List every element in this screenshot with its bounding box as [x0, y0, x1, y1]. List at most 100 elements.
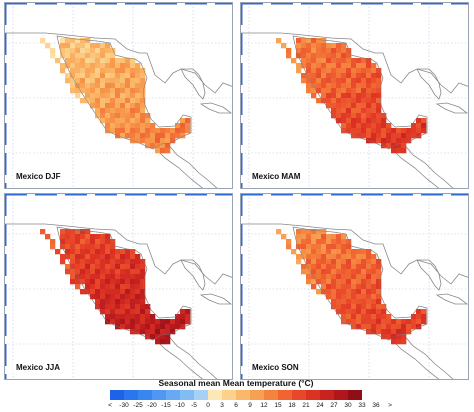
temperature-cell: [346, 314, 352, 320]
temperature-cell: [421, 123, 427, 129]
temperature-cell: [105, 48, 111, 54]
temperature-cell: [70, 38, 76, 44]
temperature-cell: [301, 229, 307, 235]
temperature-cell: [115, 284, 121, 290]
temperature-cell: [386, 123, 392, 129]
temperature-cell: [316, 289, 322, 295]
temperature-cell: [346, 63, 352, 69]
temperature-cell: [140, 128, 146, 134]
temperature-cell: [361, 254, 367, 260]
temperature-cell: [70, 279, 76, 285]
temperature-cell: [110, 103, 116, 109]
temperature-cell: [351, 83, 357, 89]
temperature-cell: [115, 118, 121, 124]
temperature-cell: [80, 53, 86, 59]
temperature-cell: [326, 274, 332, 280]
temperature-cell: [361, 103, 367, 109]
temperature-cell: [306, 88, 312, 94]
temperature-cell: [110, 269, 116, 275]
temperature-cell: [366, 133, 372, 139]
us-coastline: [241, 32, 468, 94]
colorbar-swatch: [278, 390, 292, 400]
temperature-cell: [125, 93, 131, 99]
temperature-cell: [135, 123, 141, 129]
temperature-cell: [135, 128, 141, 134]
temperature-cell: [80, 83, 86, 89]
temperature-cell: [306, 58, 312, 64]
temperature-cell: [356, 78, 362, 84]
temperature-cell: [361, 289, 367, 295]
temperature-cell: [85, 48, 91, 54]
temperature-cell: [105, 83, 111, 89]
temperature-cell: [331, 98, 337, 104]
temperature-cell: [401, 148, 407, 154]
panel-label-son: Mexico SON: [249, 362, 302, 373]
florida-outline: [180, 68, 206, 100]
temperature-cell: [356, 289, 362, 295]
temperature-cell: [105, 244, 111, 250]
temperature-cell: [115, 274, 121, 280]
temperature-cell: [110, 249, 116, 255]
temperature-cell: [70, 58, 76, 64]
colorbar-tick-label: >: [388, 402, 392, 409]
temperature-cell: [381, 123, 387, 129]
temperature-cell: [125, 103, 131, 109]
temperature-cell: [366, 118, 372, 124]
temperature-cell: [180, 118, 186, 124]
panel-label-jja: Mexico JJA: [13, 362, 64, 373]
temperature-cell: [376, 299, 382, 305]
temperature-cell: [60, 63, 66, 69]
temperature-cell: [356, 304, 362, 310]
temperature-cell: [346, 98, 352, 104]
temperature-cell: [361, 78, 367, 84]
temperature-cell: [371, 314, 377, 320]
temperature-cell: [351, 314, 357, 320]
temperature-cell: [120, 254, 126, 260]
temperature-cell: [331, 48, 337, 54]
temperature-cell: [336, 78, 342, 84]
temperature-cell: [40, 229, 46, 235]
temperature-cell: [376, 329, 382, 335]
temperature-cell: [110, 118, 116, 124]
cuba-outline: [435, 293, 468, 305]
temperature-cell: [135, 103, 141, 109]
temperature-cell: [346, 299, 352, 305]
temperature-cell: [135, 324, 141, 330]
temperature-cell: [321, 38, 327, 44]
temperature-cell: [376, 73, 382, 79]
temperature-cell: [351, 294, 357, 300]
temperature-cell: [135, 118, 141, 124]
temperature-cell: [371, 73, 377, 79]
temperature-cell: [130, 249, 136, 255]
temperature-cell: [110, 264, 116, 270]
temperature-cell: [401, 334, 407, 340]
temperature-cell: [125, 319, 131, 325]
temperature-cell: [321, 259, 327, 265]
temperature-cell: [361, 83, 367, 89]
temperature-cell: [336, 274, 342, 280]
temperature-cell: [326, 78, 332, 84]
temperature-cell: [130, 289, 136, 295]
temperature-cell: [356, 309, 362, 315]
temperature-cell: [351, 319, 357, 325]
temperature-cell: [346, 123, 352, 129]
temperature-cell: [286, 48, 292, 54]
temperature-cell: [75, 88, 81, 94]
temperature-cell: [356, 83, 362, 89]
temperature-cell: [316, 274, 322, 280]
temperature-cell: [135, 88, 141, 94]
colorbar-tick-label: 21: [302, 402, 310, 409]
temperature-cell: [80, 244, 86, 250]
temperature-cell: [356, 314, 362, 320]
temperature-cell: [95, 254, 101, 260]
temperature-cell: [326, 93, 332, 99]
temperature-cell: [175, 314, 181, 320]
temperature-cell: [175, 123, 181, 129]
temperature-cell: [376, 133, 382, 139]
temperature-cell: [130, 284, 136, 290]
temperature-cell: [135, 113, 141, 119]
temperature-cell: [90, 259, 96, 265]
temperature-cell: [185, 128, 191, 134]
temperature-cell: [135, 78, 141, 84]
temperature-cell: [105, 128, 111, 134]
